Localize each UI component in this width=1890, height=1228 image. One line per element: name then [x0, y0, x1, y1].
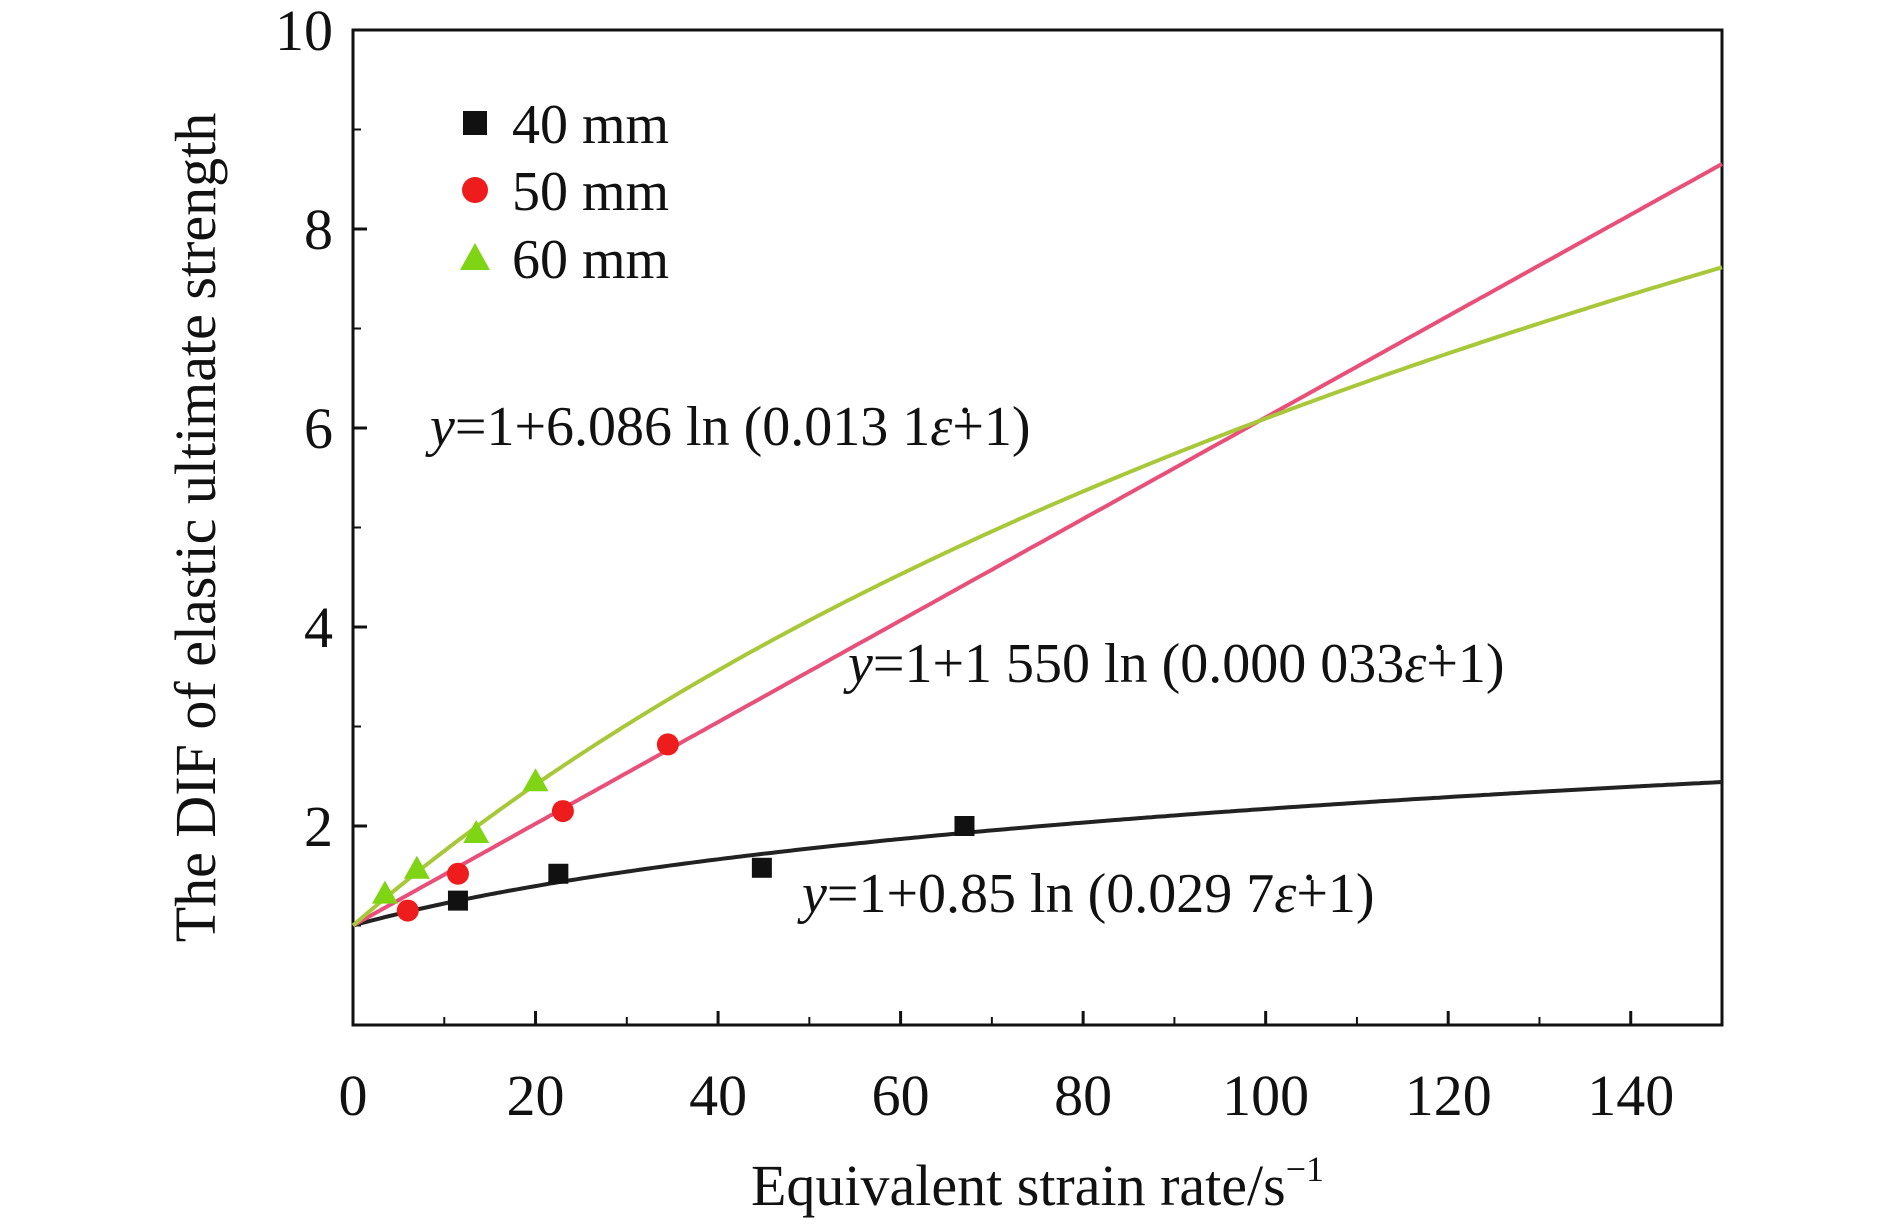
- y-axis-title: The DIF of elastic ultimate strength: [163, 113, 228, 943]
- fit-curve-50-mm: [352, 162, 1723, 928]
- y-tick-label: 10: [275, 0, 333, 63]
- fit-curve-40-mm: [352, 780, 1723, 928]
- x-tick-label: 0: [339, 1063, 368, 1128]
- equation-variable: y: [425, 396, 455, 458]
- y-tick-label: 4: [304, 595, 333, 660]
- equation-tail: +1): [952, 396, 1030, 458]
- fit-equations: y=1+0.85 ln (0.029 7ε̇+1)y=1+1 550 ln (0…: [425, 396, 1505, 925]
- equation-tail: +1): [1426, 633, 1504, 695]
- data-point-40-mm: [447, 890, 468, 911]
- data-point-60-mm: [403, 855, 430, 879]
- x-tick-label: 80: [1054, 1063, 1112, 1128]
- legend-label: 40 mm: [512, 94, 669, 156]
- data-point-50-mm: [551, 800, 574, 823]
- equation-body: =1+0.85 ln (0.029 7: [827, 863, 1274, 925]
- legend-label: 50 mm: [512, 161, 669, 223]
- fit-equation-50-mm: y=1+1 550 ln (0.000 033ε̇+1): [843, 633, 1505, 695]
- fit-equation-60-mm: y=1+6.086 ln (0.013 1ε̇+1): [425, 396, 1031, 458]
- legend-marker-60-mm: [460, 243, 490, 270]
- x-tick-label: 40: [689, 1063, 747, 1128]
- x-axis-title-superscript: −1: [1286, 1149, 1324, 1189]
- y-tick-label: 6: [304, 396, 333, 461]
- data-point-40-mm: [954, 816, 975, 836]
- data-point-40-mm: [751, 857, 772, 878]
- x-tick-label: 60: [872, 1063, 930, 1128]
- equation-body: =1+6.086 ln (0.013 1: [455, 396, 930, 458]
- y-tick-label: 8: [304, 197, 333, 262]
- data-point-60-mm: [463, 819, 490, 843]
- x-tick-label: 100: [1222, 1063, 1309, 1128]
- legend-label: 60 mm: [512, 229, 669, 291]
- data-point-40-mm: [548, 863, 569, 884]
- data-point-50-mm: [656, 733, 679, 756]
- x-tick-label: 120: [1405, 1063, 1492, 1128]
- fit-curves: [351, 162, 1723, 928]
- data-point-60-mm: [522, 768, 549, 792]
- equation-tail: +1): [1296, 863, 1374, 925]
- equation-variable: y: [797, 863, 827, 925]
- x-tick-label: 20: [507, 1063, 565, 1128]
- fit-curve-60-mm: [351, 265, 1723, 928]
- data-points: [371, 733, 975, 922]
- equation-variable: y: [843, 633, 873, 695]
- legend-marker-50-mm: [462, 177, 488, 203]
- x-tick-label: 140: [1587, 1063, 1674, 1128]
- data-point-60-mm: [371, 880, 398, 904]
- x-axis-title-main: Equivalent strain rate/s: [751, 1153, 1286, 1218]
- equation-body: =1+1 550 ln (0.000 033: [873, 633, 1404, 695]
- y-tick-label: 2: [304, 794, 333, 859]
- x-axis-title: Equivalent strain rate/s−1: [751, 1149, 1324, 1218]
- fit-equation-40-mm: y=1+0.85 ln (0.029 7ε̇+1): [797, 863, 1375, 925]
- legend-marker-40-mm: [463, 111, 487, 135]
- axis-ticks: 0 20 40 60 80 100 120 140 2 4 6 8 10: [275, 0, 1674, 1128]
- data-point-50-mm: [396, 899, 419, 922]
- data-point-50-mm: [446, 862, 469, 885]
